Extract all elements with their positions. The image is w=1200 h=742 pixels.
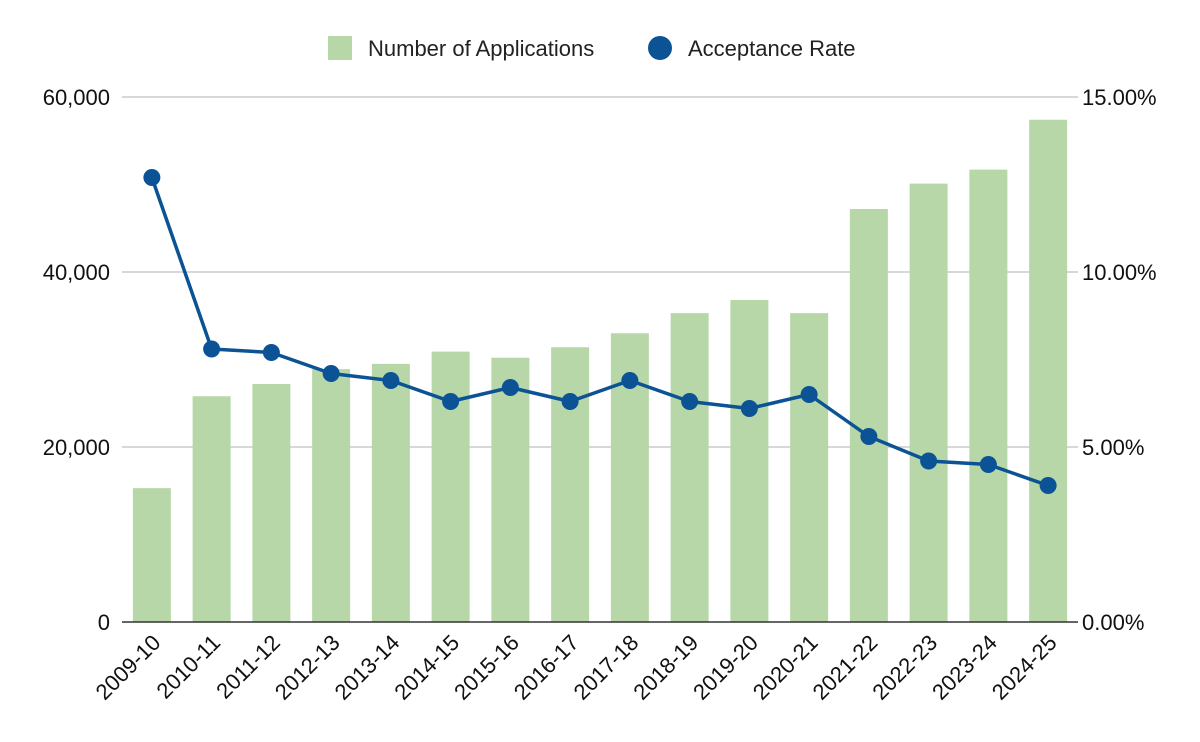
legend-label-acceptance-rate: Acceptance Rate (688, 36, 856, 61)
point-2019-20 (740, 400, 758, 417)
x-tick-label: 2015-16 (449, 630, 524, 705)
bar-2014-15 (431, 351, 470, 622)
point-2013-14 (382, 372, 400, 389)
point-2020-21 (800, 386, 818, 403)
y-right-tick-label: 10.00% (1082, 260, 1157, 285)
point-2011-12 (262, 344, 280, 361)
y-left-tick-label: 20,000 (43, 435, 110, 460)
x-tick-label: 2014-15 (389, 630, 464, 705)
point-2010-11 (203, 340, 221, 358)
acceptance-rate-line (150, 176, 1049, 488)
legend-label-applications: Number of Applications (368, 36, 594, 61)
bar-2024-25 (1029, 119, 1068, 622)
point-2016-17 (561, 393, 579, 410)
x-tick-label: 2011-12 (211, 630, 285, 704)
y-right-tick-label: 5.00% (1082, 435, 1144, 460)
bar-series-applications (132, 119, 1068, 622)
bar-2011-12 (252, 384, 291, 622)
x-tick-label: 2009-10 (91, 630, 166, 705)
point-2022-23 (920, 452, 938, 470)
x-tick-label: 2020-21 (748, 630, 823, 705)
x-tick-label: 2019-20 (688, 630, 763, 705)
x-tick-label: 2022-23 (867, 630, 942, 705)
bar-2022-23 (909, 183, 948, 622)
y-axis-right: 0.00% 5.00% 10.00% 15.00% (1082, 85, 1157, 635)
y-right-tick-label: 0.00% (1082, 610, 1144, 635)
point-2023-24 (979, 456, 997, 473)
bar-2012-13 (312, 369, 351, 622)
legend: Number of Applications Acceptance Rate (328, 36, 856, 61)
x-tick-label: 2010-11 (152, 630, 226, 704)
bar-2015-16 (491, 357, 530, 622)
bar-2009-10 (132, 488, 171, 622)
point-2017-18 (621, 372, 639, 389)
y-left-tick-label: 0 (98, 610, 110, 635)
bar-2018-19 (670, 313, 709, 622)
y-right-tick-label: 15.00% (1082, 85, 1157, 110)
x-tick-label: 2012-13 (270, 630, 345, 705)
point-2009-10 (143, 169, 161, 186)
y-left-tick-label: 60,000 (43, 85, 110, 110)
x-tick-label: 2013-14 (330, 630, 405, 705)
bar-2013-14 (371, 363, 410, 622)
y-axis-left: 0 20,000 40,000 60,000 (43, 85, 110, 635)
x-tick-label: 2024-25 (987, 630, 1062, 705)
legend-marker-acceptance-rate (648, 36, 672, 60)
point-2018-19 (681, 393, 699, 410)
x-tick-label: 2021-22 (808, 630, 883, 705)
point-2015-16 (501, 379, 519, 396)
x-axis: 2009-102010-112011-122012-132013-142014-… (91, 630, 1062, 705)
point-2014-15 (442, 393, 460, 410)
bar-2023-24 (969, 169, 1008, 622)
point-2021-22 (860, 428, 878, 445)
x-tick-label: 2018-19 (628, 630, 703, 705)
bar-2019-20 (730, 300, 769, 622)
bar-2021-22 (849, 209, 888, 622)
legend-swatch-applications (328, 36, 352, 60)
bar-2020-21 (790, 313, 829, 622)
y-left-tick-label: 40,000 (43, 260, 110, 285)
line-series-acceptance-rate (143, 169, 1057, 494)
point-2024-25 (1039, 477, 1057, 494)
x-tick-label: 2023-24 (927, 630, 1002, 705)
bar-2016-17 (551, 347, 590, 622)
bar-2010-11 (192, 396, 231, 622)
x-tick-label: 2017-18 (569, 630, 644, 705)
x-tick-label: 2016-17 (509, 630, 584, 705)
point-2012-13 (322, 365, 340, 382)
